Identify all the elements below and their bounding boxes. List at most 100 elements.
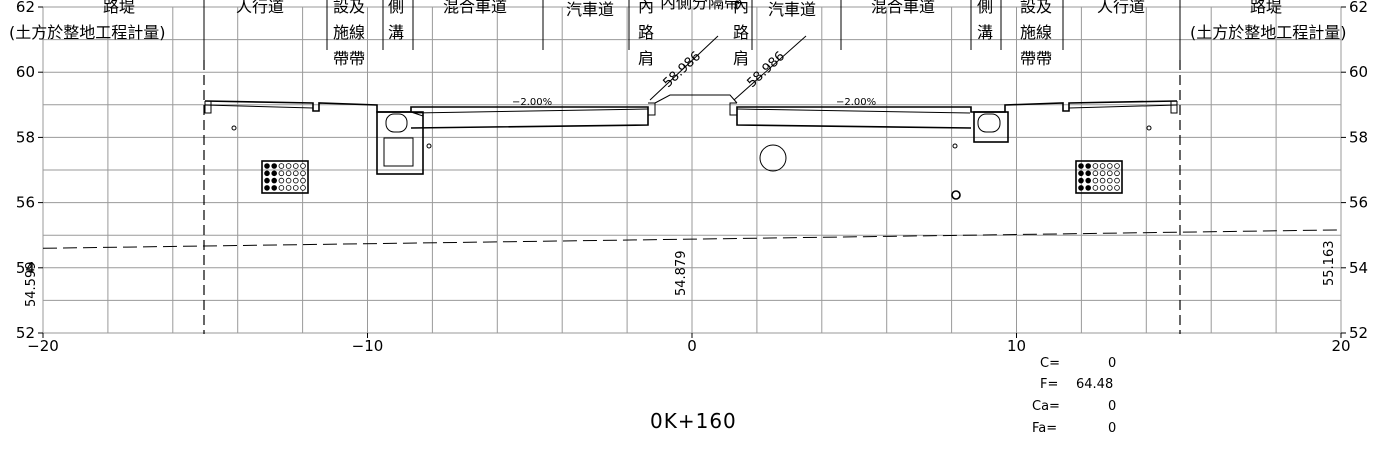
duct-conduit: [292, 177, 299, 184]
quantities: C= 0 F= 64.48 Ca= 0 Fa= 0: [1032, 356, 1116, 436]
y-tick-label-left: 60: [16, 63, 35, 81]
header-separators: [203, 0, 1181, 65]
duct-frame: [261, 160, 309, 194]
grid: [42, 6, 1342, 334]
duct-conduit: [1092, 163, 1099, 169]
duct-conduit: [1078, 170, 1084, 177]
marker-dot: [426, 143, 432, 149]
duct-frame: [1075, 160, 1123, 194]
right-mixed-lane-header: 混合車道: [871, 0, 935, 16]
x-tick-label: −20: [27, 337, 59, 355]
left-facility-line-2: 施線: [333, 23, 365, 42]
right-facility-line-3: 帶帶: [1020, 49, 1052, 68]
duct-conduit: [1114, 185, 1120, 191]
ground-elevation-center: 54.879: [674, 251, 689, 297]
right-inner-line-2: 路: [733, 23, 749, 42]
qty-value-fa: 0: [1108, 421, 1116, 436]
y-tick-label-left: 52: [16, 324, 35, 342]
duct-conduit: [264, 185, 270, 191]
pipe-circle-small: [951, 190, 961, 200]
duct-conduit: [1092, 170, 1099, 177]
x-tick-label: −10: [352, 337, 384, 355]
ground-line: [42, 229, 1342, 249]
duct-conduit: [271, 177, 278, 184]
left-facility-line-3: 帶帶: [333, 49, 365, 68]
duct-conduit: [264, 163, 270, 169]
y-tick-label-right: 56: [1349, 194, 1368, 212]
duct-conduit: [278, 177, 285, 184]
y-tick-label-right: 54: [1349, 259, 1368, 277]
qty-value-ca: 0: [1108, 399, 1116, 414]
marker-dot: [1146, 125, 1152, 131]
duct-bank-left: [261, 160, 309, 194]
y-tick-label-left: 62: [16, 0, 35, 16]
y-tick-label-right: 58: [1349, 128, 1368, 146]
duct-bank-right: [1075, 160, 1123, 194]
x-tick-label: 10: [1007, 337, 1026, 355]
station-label: 0K+160: [650, 409, 737, 433]
duct-conduit: [285, 163, 292, 169]
duct-conduit: [292, 163, 299, 169]
roadway-left: [204, 94, 738, 175]
duct-conduit: [1092, 185, 1099, 191]
duct-conduit: [285, 185, 292, 191]
duct-conduit: [1114, 170, 1120, 177]
duct-conduit: [1099, 163, 1106, 169]
design-elevation-right: 58.986: [744, 49, 788, 91]
left-sidewalk-header: 人行道: [236, 0, 284, 16]
duct-conduit: [1114, 163, 1120, 169]
duct-conduit: [1078, 163, 1084, 169]
duct-conduit: [300, 170, 306, 177]
right-sidewalk-header: 人行道: [1097, 0, 1145, 16]
right-inner-line-1: 內: [733, 0, 749, 16]
left-inner-line-3: 肩: [638, 49, 654, 68]
slope-label-right: −2.00%: [836, 97, 876, 108]
y-tick-label-left: 58: [16, 128, 35, 146]
duct-conduit: [1085, 163, 1091, 169]
duct-conduit: [1107, 177, 1113, 184]
left-mixed-lane-header: 混合車道: [443, 0, 507, 16]
duct-conduit: [1107, 170, 1113, 177]
y-tick-label-left: 56: [16, 194, 35, 212]
qty-value-c: 0: [1108, 356, 1116, 371]
qty-label-c: C=: [1040, 356, 1060, 371]
qty-label-fa: Fa=: [1032, 421, 1057, 436]
duct-conduit: [1085, 177, 1091, 184]
elevation-leader: [733, 35, 807, 101]
elevation-leader: [649, 35, 719, 101]
duct-conduit: [264, 170, 270, 177]
duct-conduit: [278, 163, 285, 169]
left-facility-line-1: 設及: [333, 0, 365, 16]
right-facility-line-2: 施線: [1020, 23, 1052, 42]
duct-conduit: [1107, 163, 1113, 169]
duct-conduit: [292, 185, 299, 191]
y-tick-label-right: 52: [1349, 324, 1368, 342]
y-tick-label-right: 62: [1349, 0, 1368, 16]
duct-conduit: [285, 170, 292, 177]
pipe-circle: [759, 144, 787, 172]
duct-conduit: [300, 177, 306, 184]
duct-conduit: [300, 163, 306, 169]
y-tick-label-right: 60: [1349, 63, 1368, 81]
marker-dot: [231, 125, 237, 131]
left-inner-line-2: 路: [638, 23, 654, 42]
roadway-right: [729, 100, 1178, 143]
qty-value-f: 64.48: [1076, 377, 1113, 392]
left-outer-label: (土方於整地工程計量): [9, 23, 166, 42]
x-tick-label: 20: [1331, 337, 1350, 355]
duct-conduit: [1099, 170, 1106, 177]
right-inner-line-3: 肩: [733, 49, 749, 68]
left-inner-line-1: 內: [638, 0, 654, 16]
duct-conduit: [264, 177, 270, 184]
slope-label-left: −2.00%: [512, 97, 552, 108]
duct-conduit: [271, 185, 278, 191]
left-car-lane-header: 汽車道: [566, 0, 614, 19]
x-tick-label: 0: [687, 337, 697, 355]
duct-conduit: [292, 170, 299, 177]
right-bank-header: 路堤: [1250, 0, 1282, 16]
duct-conduit: [1085, 170, 1091, 177]
median-header: 內側分隔帶: [660, 0, 740, 12]
duct-conduit: [278, 185, 285, 191]
duct-conduit: [1099, 177, 1106, 184]
